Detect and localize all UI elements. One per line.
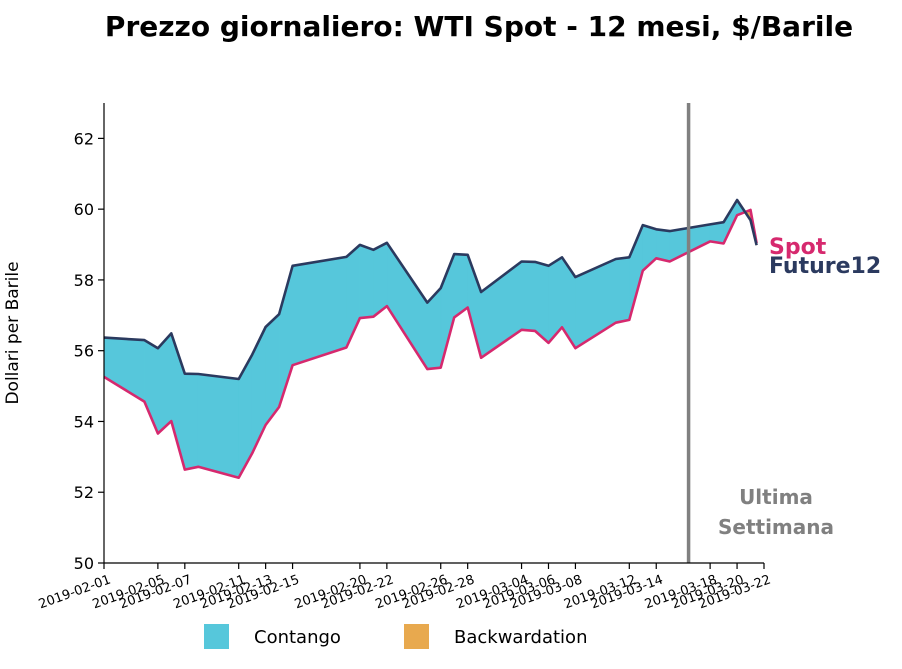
contango-band xyxy=(373,242,388,318)
contango-legend-swatch xyxy=(204,624,229,649)
contango-band xyxy=(386,241,428,371)
backwardation-legend-label: Backwardation xyxy=(454,627,587,648)
y-tick-label: 50 xyxy=(74,554,94,573)
y-tick-label: 62 xyxy=(74,129,94,148)
y-tick-label: 60 xyxy=(74,200,94,219)
plot-area xyxy=(103,103,758,563)
contango-band xyxy=(534,261,549,344)
contango-band xyxy=(709,221,724,244)
backwardation-legend-swatch xyxy=(404,624,429,649)
y-tick-label: 52 xyxy=(74,483,94,502)
last-week-annotation: Ultima xyxy=(739,485,813,509)
spot-line xyxy=(103,208,758,479)
contango-band xyxy=(251,326,266,454)
contango-band xyxy=(197,373,239,479)
axes: 505254565860622019-02-012019-02-052019-0… xyxy=(37,103,773,612)
contango-legend-label: Contango xyxy=(254,627,341,648)
contango-band xyxy=(521,261,536,332)
future12-line xyxy=(103,198,758,381)
spot-label: Spot xyxy=(769,235,827,260)
contango-band xyxy=(157,332,172,435)
y-tick-label: 56 xyxy=(74,342,94,361)
y-tick-label: 54 xyxy=(74,412,94,431)
contango-band xyxy=(103,337,145,403)
contango-band xyxy=(561,256,576,350)
y-axis-label: Dollari per Barile xyxy=(3,261,23,404)
y-tick-label: 58 xyxy=(74,271,94,290)
contango-band xyxy=(184,373,199,470)
last-week-annotation: Settimana xyxy=(718,515,834,539)
contango-band xyxy=(615,256,630,324)
future12-label: Future12 xyxy=(769,254,881,279)
legend: Contango Backwardation xyxy=(204,624,587,649)
contango-band xyxy=(359,244,374,319)
contango-band xyxy=(655,228,671,262)
chart-title: Prezzo giornaliero: WTI Spot - 12 mesi, … xyxy=(105,10,853,43)
